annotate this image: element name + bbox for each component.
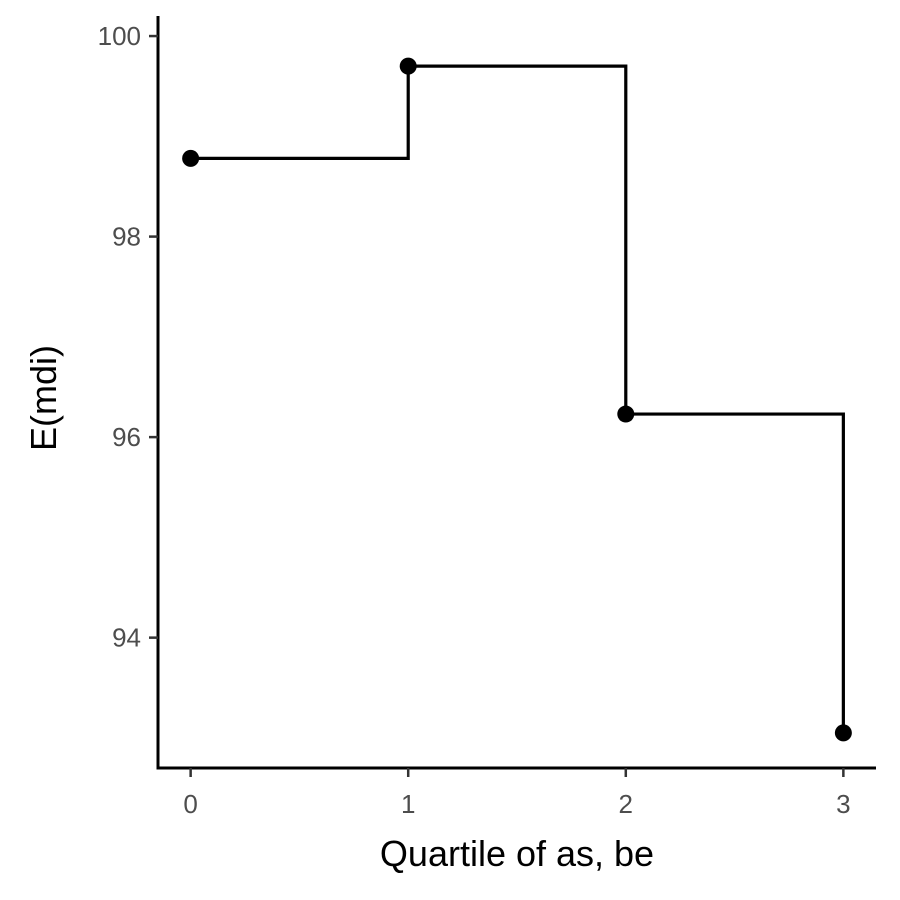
x-tick-label: 2 (619, 789, 633, 819)
data-point (399, 57, 417, 75)
y-tick-label: 98 (112, 222, 141, 252)
axes: 0 1 2 3 94 96 98 100 (98, 16, 876, 819)
data-point (617, 405, 635, 423)
y-tick-label: 100 (98, 21, 141, 51)
step-line (190, 64, 845, 733)
y-tick-label: 96 (112, 422, 141, 452)
plot-area (182, 57, 852, 742)
x-tick-label: 1 (401, 789, 415, 819)
data-point (182, 149, 200, 167)
x-tick-label: 0 (183, 789, 197, 819)
x-axis-title: Quartile of as, be (380, 833, 654, 874)
x-tick-label: 3 (836, 789, 850, 819)
y-axis-title: E(mdi) (23, 345, 64, 451)
data-point (834, 724, 852, 742)
y-tick-label: 94 (112, 623, 141, 653)
